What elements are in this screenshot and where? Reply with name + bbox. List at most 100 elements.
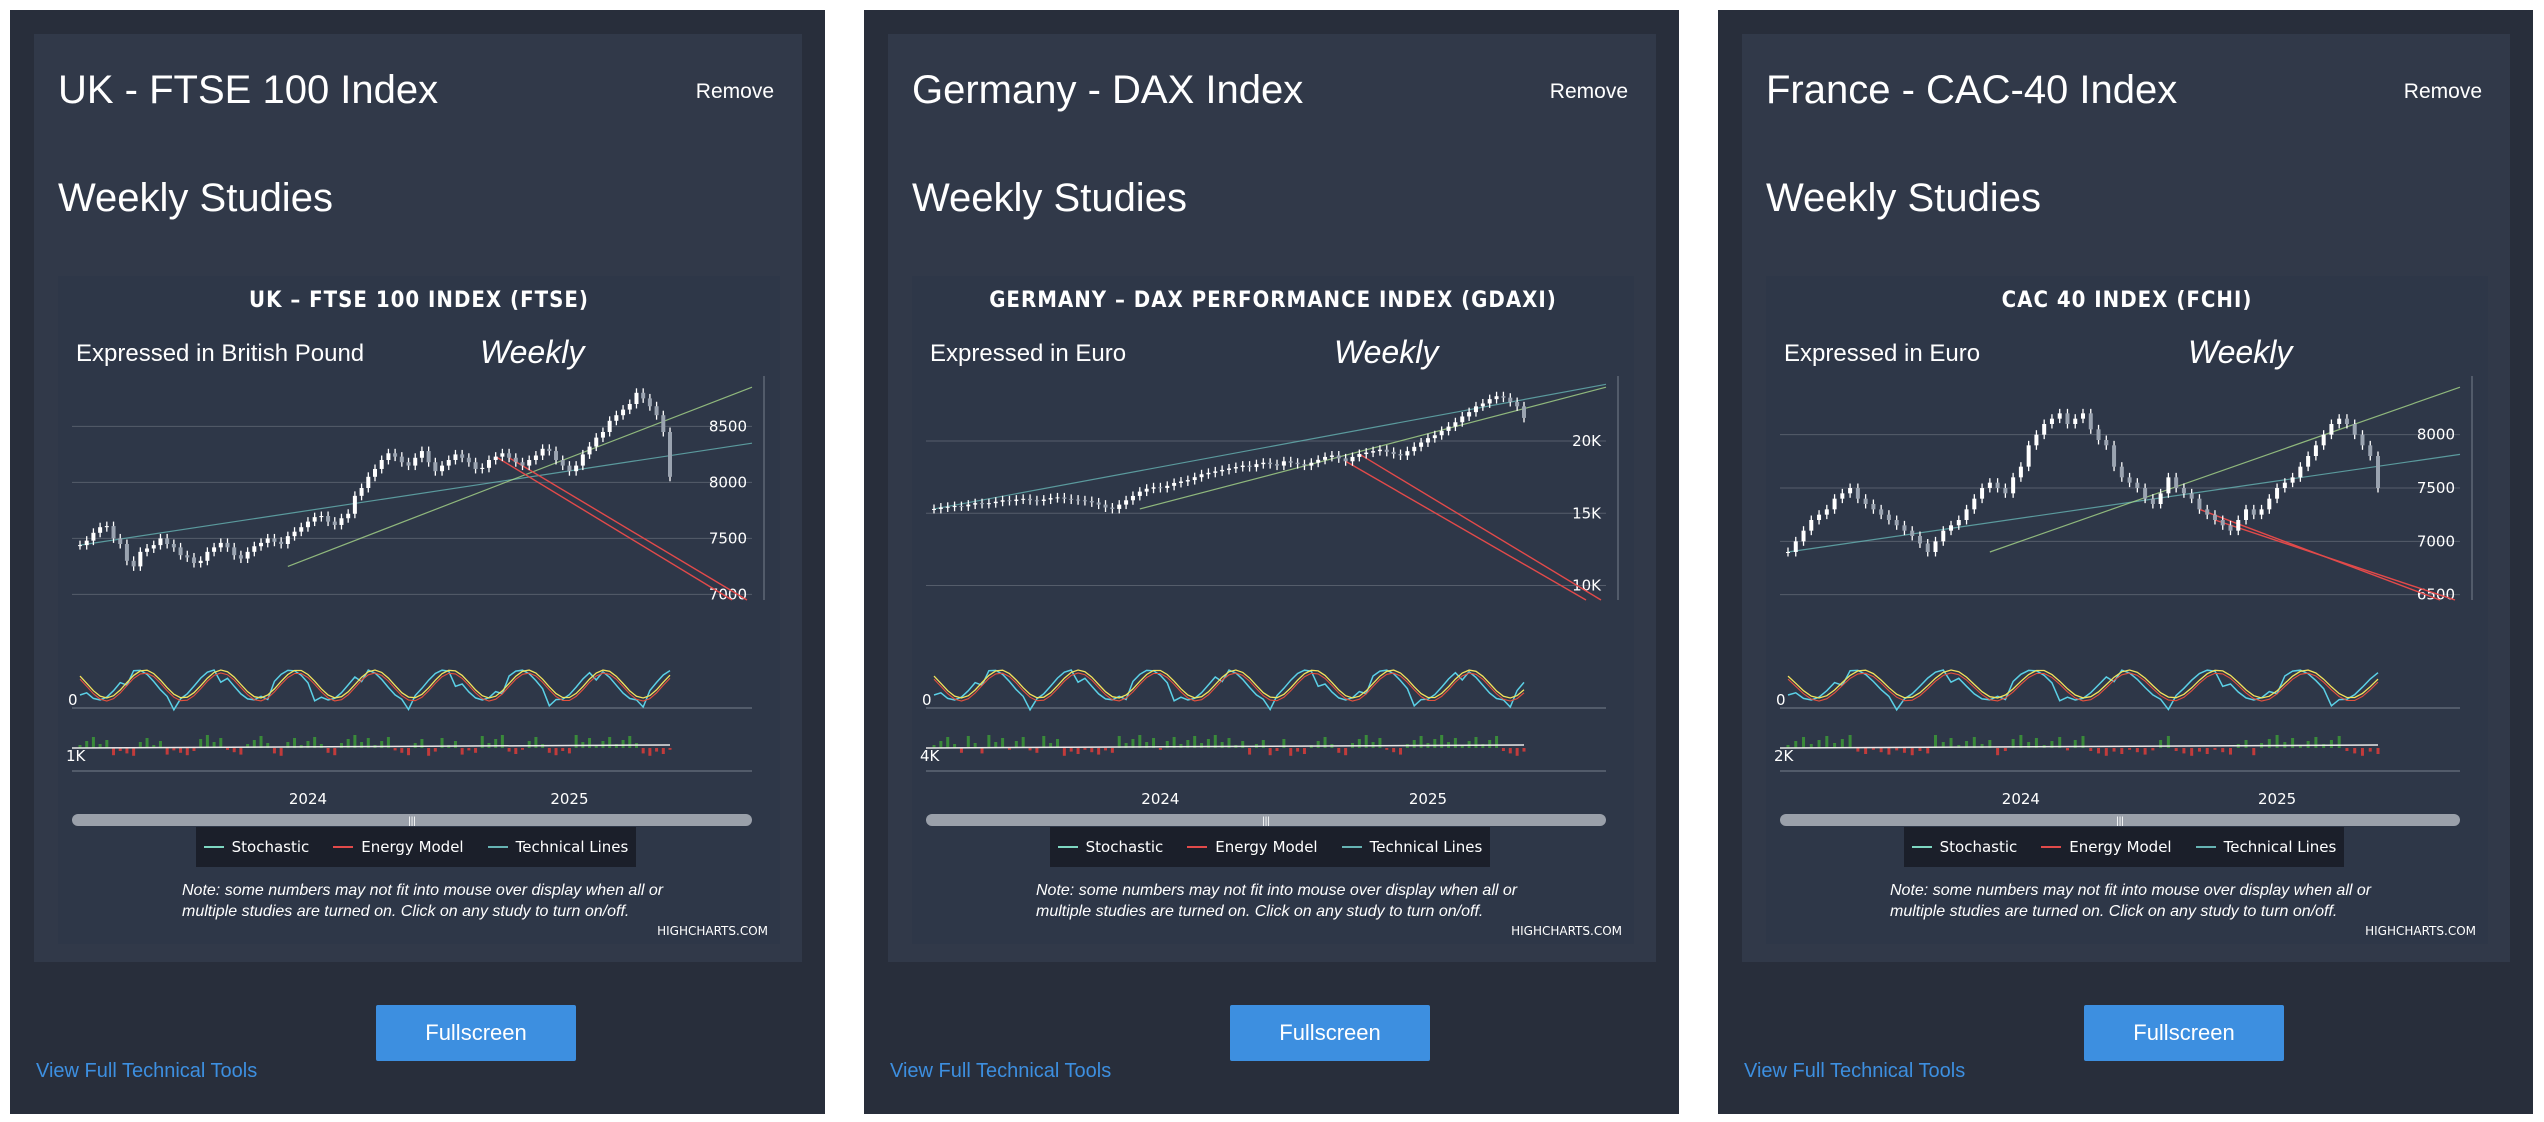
volume-bar[interactable]	[2089, 748, 2093, 751]
volume-bar[interactable]	[2252, 748, 2256, 756]
price-candle-body[interactable]	[2244, 509, 2249, 520]
price-candle-body[interactable]	[2197, 498, 2202, 510]
volume-bar[interactable]	[1028, 748, 1032, 751]
price-candle-body[interactable]	[1178, 481, 1183, 483]
price-candle-body[interactable]	[513, 457, 518, 463]
volume-bar[interactable]	[2050, 741, 2054, 748]
volume-bar[interactable]	[1172, 737, 1176, 748]
volume-bar[interactable]	[1378, 738, 1382, 748]
volume-bar[interactable]	[1392, 748, 1396, 753]
price-candle-body[interactable]	[473, 462, 478, 469]
volume-bar[interactable]	[2143, 748, 2147, 755]
volume-bar[interactable]	[1138, 735, 1142, 748]
volume-bar[interactable]	[1035, 748, 1039, 753]
price-candle-body[interactable]	[2011, 477, 2016, 494]
price-candle-body[interactable]	[131, 560, 136, 567]
price-candle-body[interactable]	[446, 460, 451, 466]
volume-bar[interactable]	[386, 737, 390, 748]
price-candle-body[interactable]	[433, 462, 438, 472]
volume-bar[interactable]	[453, 741, 457, 748]
volume-bar[interactable]	[1241, 741, 1245, 748]
volume-bar[interactable]	[2337, 736, 2341, 748]
price-candle-body[interactable]	[1508, 397, 1513, 403]
volume-bar[interactable]	[554, 748, 558, 756]
volume-bar[interactable]	[1996, 748, 2000, 756]
volume-bar[interactable]	[1364, 735, 1368, 748]
price-candle-body[interactable]	[1350, 456, 1355, 462]
volume-bar[interactable]	[1467, 741, 1471, 748]
chart-container[interactable]: 8500 8000 7500 7000 0 1K 2024 2025 ||| UK – FTSE…	[58, 276, 780, 944]
volume-bar[interactable]	[360, 742, 364, 748]
scrollbar-grip-icon[interactable]: |||	[2116, 816, 2124, 827]
price-candle-body[interactable]	[2166, 477, 2171, 494]
volume-bar[interactable]	[2298, 745, 2302, 748]
price-candle-body[interactable]	[319, 516, 324, 518]
price-candle-body[interactable]	[2088, 413, 2093, 430]
remove-button[interactable]: Remove	[1549, 80, 1628, 103]
price-candle-body[interactable]	[1522, 406, 1526, 418]
volume-bar[interactable]	[621, 740, 625, 748]
volume-bar[interactable]	[380, 741, 384, 748]
fullscreen-button[interactable]: Fullscreen	[1230, 1005, 1430, 1061]
volume-bar[interactable]	[366, 738, 370, 748]
volume-bar[interactable]	[85, 741, 89, 748]
price-candle-body[interactable]	[1515, 402, 1520, 407]
volume-bar[interactable]	[2197, 748, 2201, 752]
volume-bar[interactable]	[1902, 748, 1906, 753]
volume-bar[interactable]	[474, 748, 478, 753]
price-candle-body[interactable]	[1000, 500, 1005, 502]
volume-bar[interactable]	[1042, 736, 1046, 748]
price-candle-body[interactable]	[500, 453, 505, 457]
volume-bar[interactable]	[185, 748, 189, 756]
price-candle-body[interactable]	[486, 460, 491, 468]
volume-bar[interactable]	[1007, 748, 1011, 750]
volume-bar[interactable]	[567, 748, 571, 754]
price-candle-body[interactable]	[1110, 507, 1115, 509]
price-candle-body[interactable]	[1336, 455, 1341, 459]
price-candle-body[interactable]	[621, 409, 626, 416]
price-candle-body[interactable]	[198, 560, 203, 564]
price-candle-body[interactable]	[2376, 456, 2380, 488]
legend-item-energy-model[interactable]: Energy Model	[2041, 838, 2172, 856]
price-candle-body[interactable]	[2026, 445, 2031, 467]
price-candle-body[interactable]	[1268, 462, 1273, 465]
volume-bar[interactable]	[2376, 748, 2380, 754]
volume-bar[interactable]	[98, 744, 102, 748]
volume-bar[interactable]	[1001, 738, 1005, 748]
volume-bar[interactable]	[1887, 748, 1891, 755]
legend-item-stochastic[interactable]: Stochastic	[1911, 838, 2017, 856]
volume-bar[interactable]	[266, 743, 270, 748]
volume-bar[interactable]	[514, 748, 518, 754]
price-candle-body[interactable]	[527, 460, 532, 466]
volume-bar[interactable]	[980, 748, 984, 754]
volume-bar[interactable]	[145, 738, 149, 748]
price-candle-body[interactable]	[1494, 396, 1499, 400]
price-candle-body[interactable]	[1894, 520, 1899, 526]
price-candle-body[interactable]	[1886, 514, 1891, 520]
volume-bar[interactable]	[1220, 742, 1224, 748]
price-candle-body[interactable]	[1419, 442, 1424, 447]
volume-bar[interactable]	[966, 736, 970, 748]
price-candle-body[interactable]	[634, 392, 639, 404]
volume-bar[interactable]	[507, 748, 511, 752]
volume-bar[interactable]	[286, 742, 290, 748]
price-candle-body[interactable]	[399, 456, 404, 463]
volume-bar[interactable]	[2128, 748, 2132, 750]
price-candle-body[interactable]	[1840, 493, 1845, 499]
volume-bar[interactable]	[239, 748, 243, 755]
volume-bar[interactable]	[1193, 736, 1197, 748]
volume-bar[interactable]	[2058, 737, 2062, 748]
volume-bar[interactable]	[138, 742, 142, 748]
price-candle-body[interactable]	[84, 540, 89, 546]
volume-bar[interactable]	[2213, 748, 2217, 750]
navigator-scrollbar[interactable]	[72, 814, 752, 826]
volume-bar[interactable]	[527, 741, 531, 748]
price-candle-body[interactable]	[938, 507, 943, 509]
price-candle-body[interactable]	[1398, 454, 1403, 456]
volume-bar[interactable]	[1508, 748, 1512, 754]
price-candle-body[interactable]	[1425, 438, 1430, 443]
price-candle-body[interactable]	[1446, 426, 1451, 431]
price-candle-body[interactable]	[406, 462, 411, 466]
price-candle-body[interactable]	[124, 544, 129, 561]
volume-bar[interactable]	[1988, 740, 1992, 748]
